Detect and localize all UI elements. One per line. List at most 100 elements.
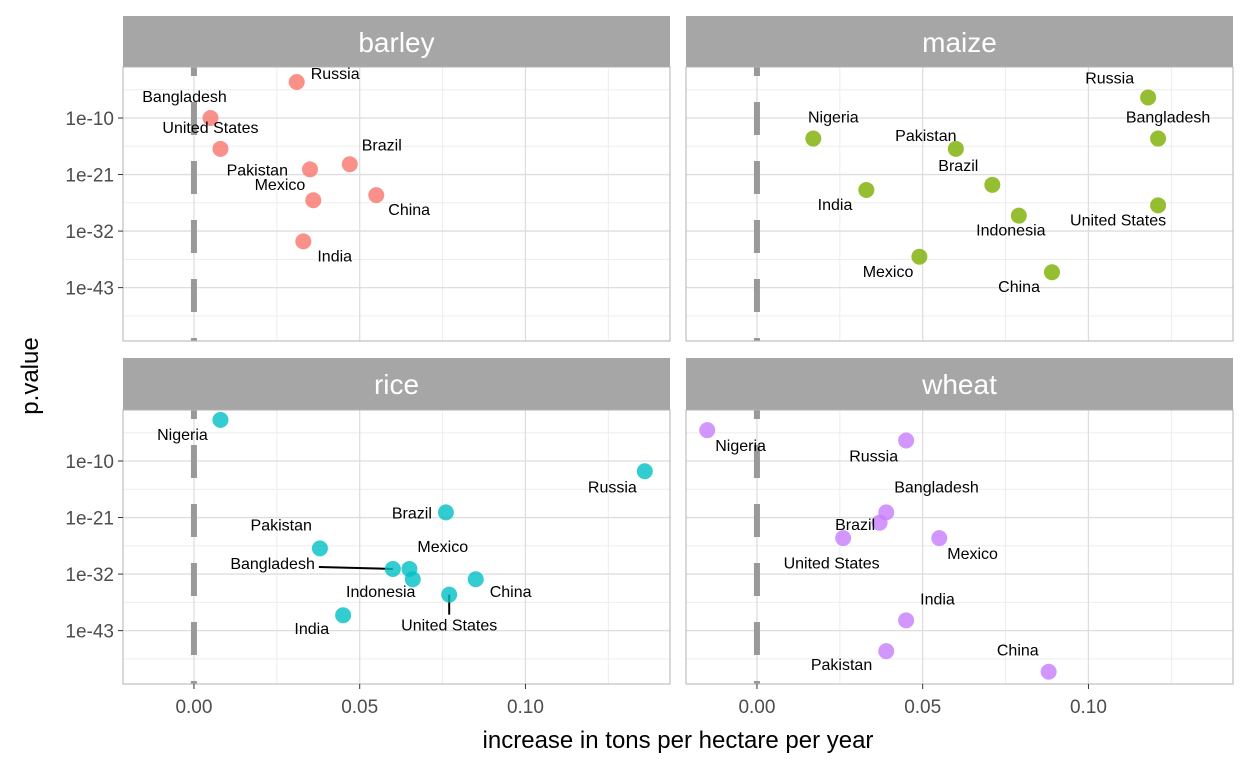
point-label: United States xyxy=(401,618,497,635)
point-maize-russia xyxy=(1140,89,1157,106)
point-rice-bangladesh xyxy=(384,560,401,577)
point-wheat-india xyxy=(898,612,915,629)
point-label: Nigeria xyxy=(715,438,766,455)
x-axis-title: increase in tons per hectare per year xyxy=(483,727,874,754)
point-label: China xyxy=(490,584,532,601)
point-label: Indonesia xyxy=(346,584,415,601)
point-label: United States xyxy=(784,556,880,573)
point-label: Russia xyxy=(588,479,637,496)
panel-border xyxy=(685,409,1234,685)
panel-border xyxy=(685,66,1234,342)
strip-maize xyxy=(686,16,1233,67)
point-barley-china xyxy=(368,187,385,204)
point-label: China xyxy=(388,202,430,219)
point-label: China xyxy=(997,643,1039,660)
x-tick-label: 0.05 xyxy=(904,697,941,718)
point-label: Bangladesh xyxy=(1126,110,1211,127)
point-label: Russia xyxy=(1085,70,1134,87)
strip-label-maize: maize xyxy=(922,27,997,58)
y-tick-label: 1e-10 xyxy=(65,452,114,473)
point-barley-russia xyxy=(288,74,305,91)
panel-wheat: wheat Nigeria Russia Bangladesh Brazil United… xyxy=(685,358,1234,718)
point-maize-united-states xyxy=(1150,197,1167,214)
point-label: Brazil xyxy=(362,137,402,154)
point-barley-united-states xyxy=(212,140,229,157)
point-label: India xyxy=(818,197,853,214)
point-wheat-pakistan xyxy=(878,643,895,660)
strip-wheat xyxy=(686,358,1233,410)
point-maize-brazil xyxy=(984,176,1001,193)
point-label: Bangladesh xyxy=(894,479,979,496)
x-tick-label: 0.05 xyxy=(341,697,378,718)
leader-line xyxy=(318,565,393,570)
point-label: Nigeria xyxy=(808,110,859,127)
point-wheat-russia xyxy=(898,432,915,449)
panel-background xyxy=(686,410,1233,684)
point-rice-indonesia xyxy=(404,571,421,588)
x-tick-label: 0.00 xyxy=(738,697,775,718)
point-maize-indonesia xyxy=(1010,207,1027,224)
point-rice-india xyxy=(335,607,352,624)
point-wheat-brazil xyxy=(835,530,852,547)
point-barley-mexico xyxy=(305,192,322,209)
y-tick-label: 1e-21 xyxy=(65,509,114,530)
y-tick-label: 1e-32 xyxy=(65,222,114,243)
point-barley-pakistan xyxy=(301,161,318,178)
strip-barley xyxy=(123,16,670,67)
point-label: Russia xyxy=(311,66,360,83)
panel-barley: barley Russia Bangladesh Brazil PakistanMexi… xyxy=(65,16,671,342)
y-axis-title: p.value xyxy=(17,337,44,414)
strip-label-barley: barley xyxy=(358,27,434,58)
point-wheat-china xyxy=(1040,663,1057,680)
point-wheat-mexico xyxy=(931,530,948,547)
point-label: Mexico xyxy=(255,177,306,194)
y-tick-label: 1e-10 xyxy=(65,109,114,130)
point-label: Pakistan xyxy=(895,128,956,145)
panel-rice: rice Nigeria Russia Brazil Pakistan Banglades… xyxy=(65,358,671,718)
point-label: Mexico xyxy=(863,264,914,281)
point-label: Indonesia xyxy=(976,223,1045,240)
point-label: United States xyxy=(162,120,258,137)
strip-label-rice: rice xyxy=(374,369,419,400)
y-tick-label: 1e-21 xyxy=(65,166,114,187)
point-maize-pakistan xyxy=(947,140,964,157)
point-rice-united-states xyxy=(441,586,458,603)
point-label: India xyxy=(920,591,955,608)
point-maize-mexico xyxy=(911,248,928,265)
point-label: Russia xyxy=(849,448,898,465)
point-label: Pakistan xyxy=(227,162,288,179)
point-wheat-nigeria xyxy=(699,422,716,439)
point-label: Bangladesh xyxy=(142,89,227,106)
point-maize-india xyxy=(858,181,875,198)
panel-background xyxy=(686,67,1233,341)
point-maize-bangladesh xyxy=(1150,130,1167,147)
x-tick-label: 0.00 xyxy=(175,697,212,718)
point-label: Bangladesh xyxy=(230,556,315,573)
point-rice-nigeria xyxy=(212,411,229,428)
x-tick-label: 0.10 xyxy=(1070,697,1107,718)
point-label: United States xyxy=(1070,212,1166,229)
point-label: China xyxy=(998,279,1040,296)
strip-label-wheat: wheat xyxy=(921,369,997,400)
strip-rice xyxy=(123,358,670,410)
y-tick-label: 1e-43 xyxy=(65,279,114,300)
panel-border xyxy=(122,66,671,342)
point-label: Mexico xyxy=(947,546,998,563)
point-barley-bangladesh xyxy=(202,110,219,126)
y-tick-label: 1e-32 xyxy=(65,565,114,586)
point-label: Brazil xyxy=(835,517,875,534)
point-label: Nigeria xyxy=(157,427,208,444)
panel-border xyxy=(122,409,671,685)
x-tick-label: 0.10 xyxy=(507,697,544,718)
point-label: Pakistan xyxy=(251,517,312,534)
point-rice-russia xyxy=(636,463,653,480)
point-rice-brazil xyxy=(437,504,454,521)
panel-background xyxy=(123,410,670,684)
point-wheat-united-states xyxy=(871,514,888,531)
point-label: India xyxy=(294,621,329,638)
point-maize-nigeria xyxy=(805,130,822,147)
point-barley-india xyxy=(295,233,312,250)
point-rice-china xyxy=(467,571,484,588)
point-label: Brazil xyxy=(392,505,432,522)
